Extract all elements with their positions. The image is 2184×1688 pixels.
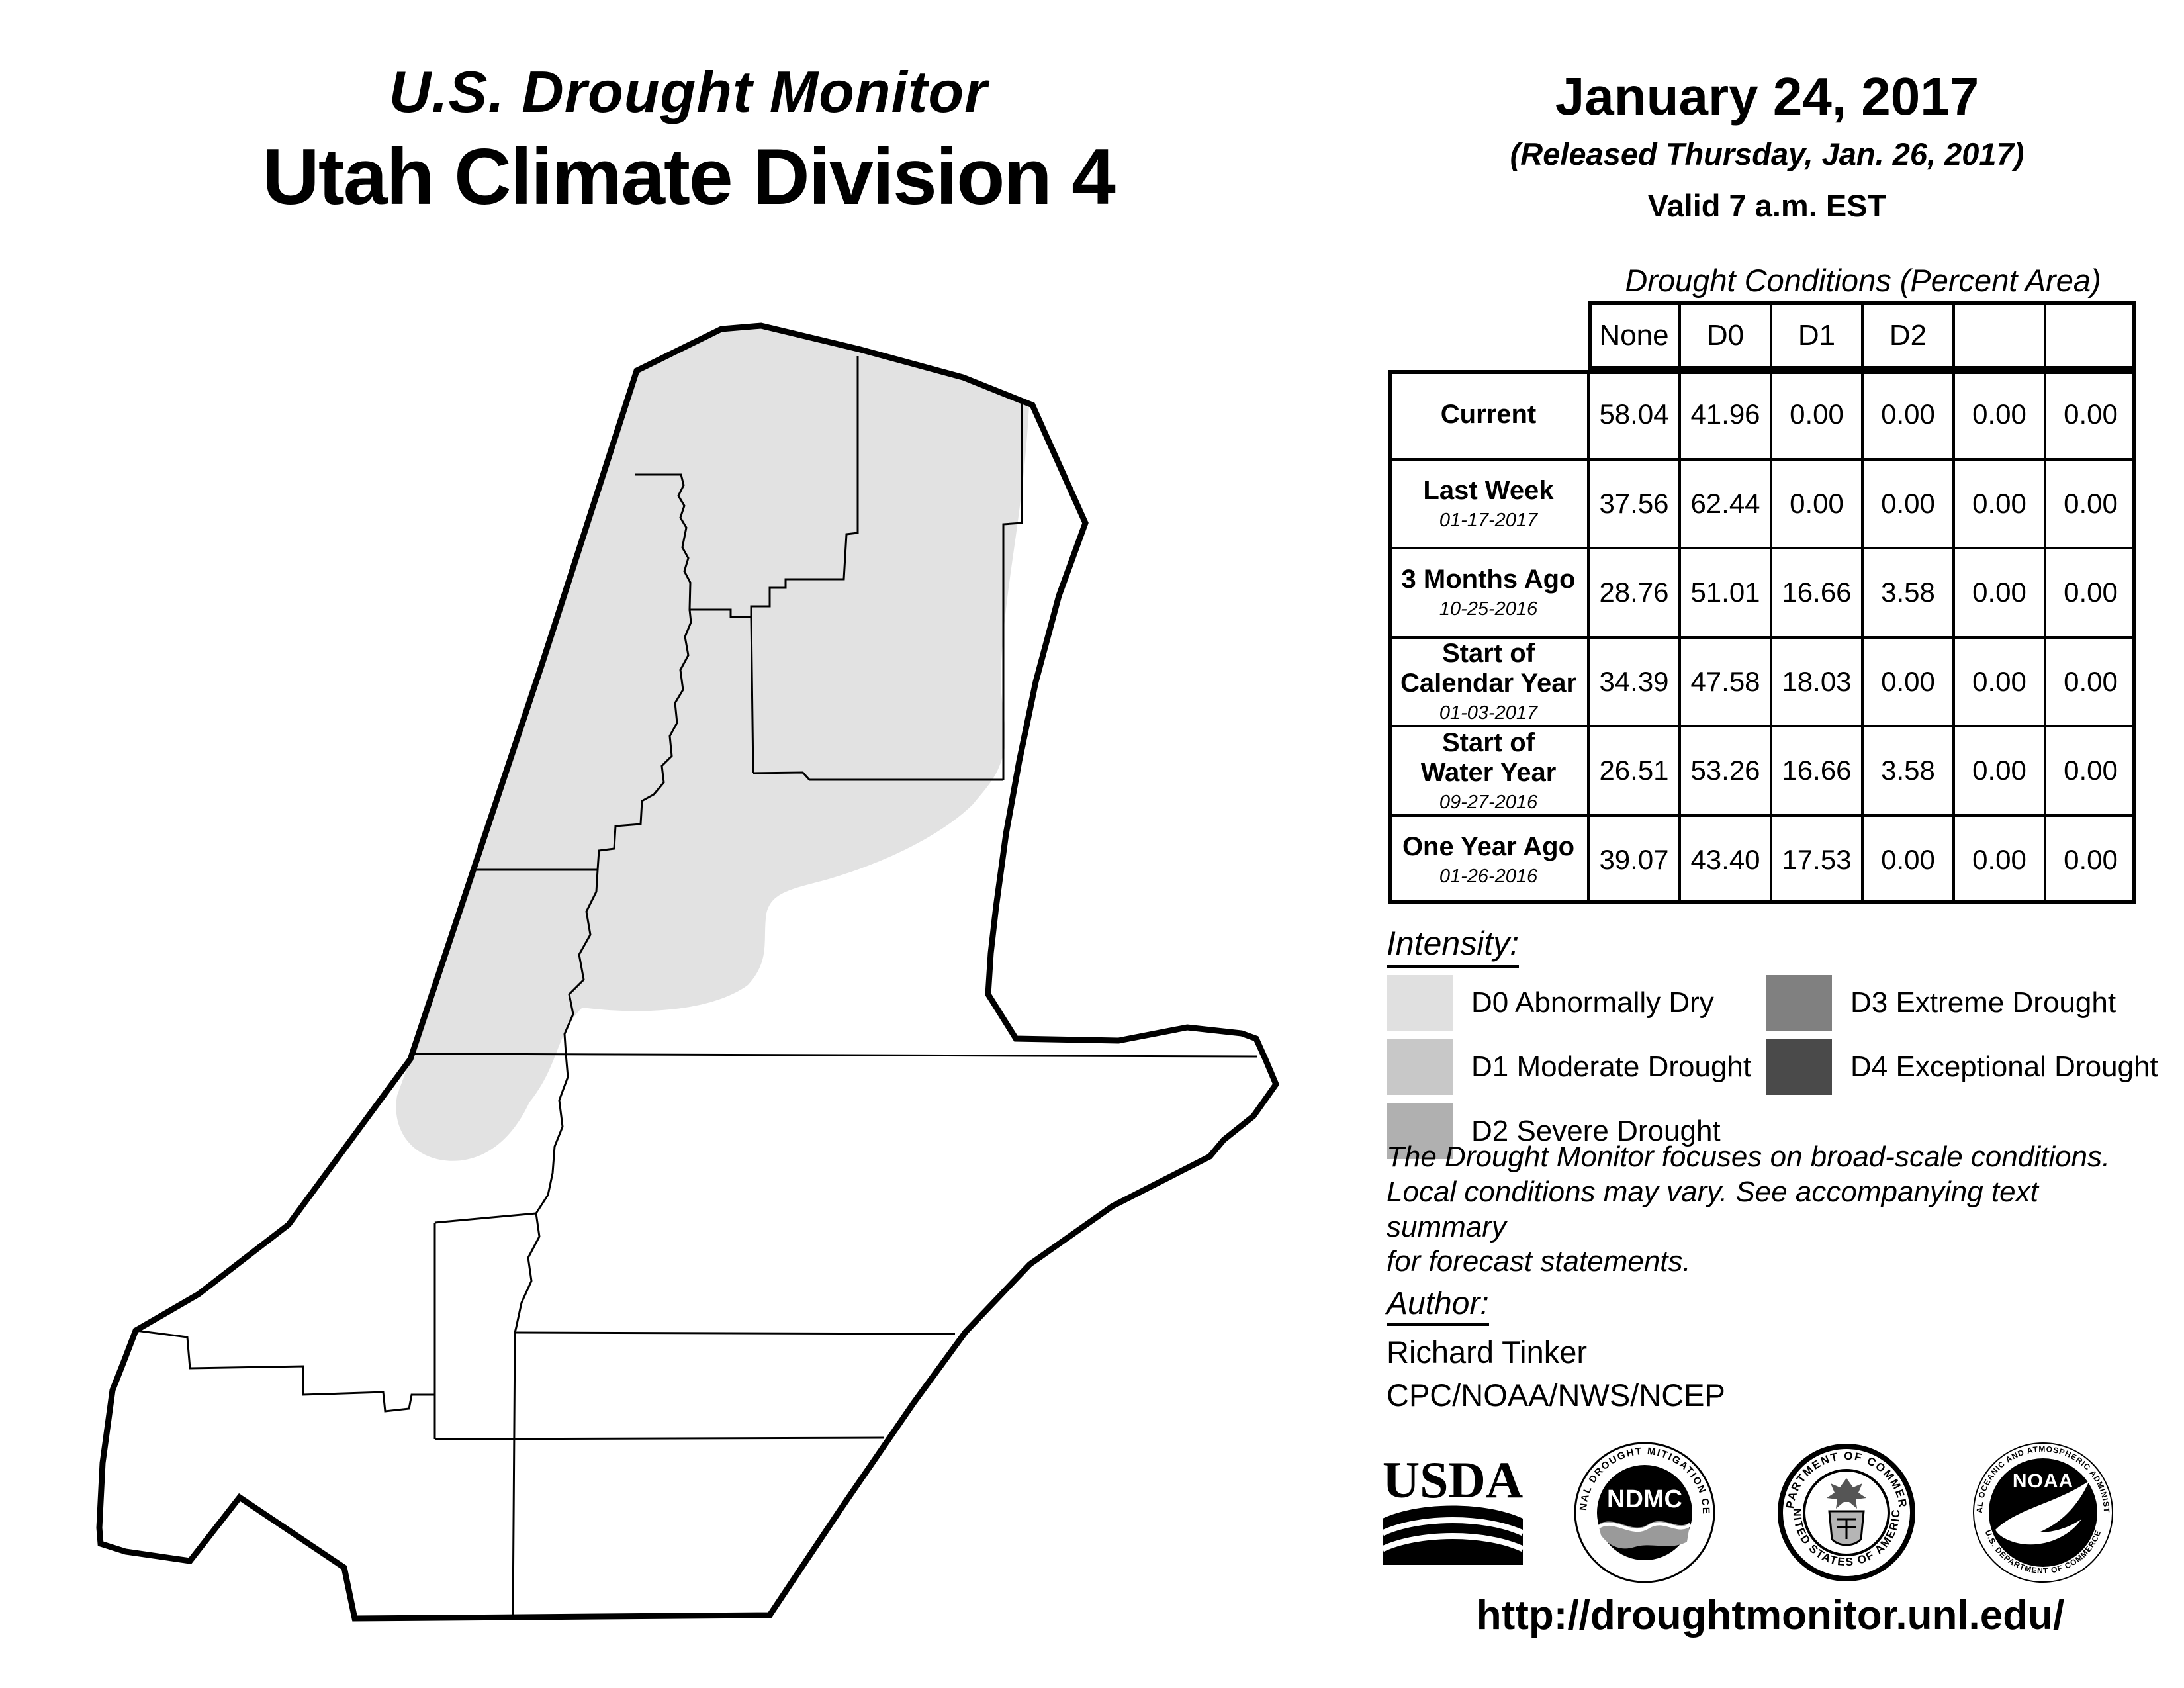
ndmc-logo-text: NDMC (1607, 1485, 1682, 1513)
value-scy-d1: 18.03 (1771, 637, 1862, 726)
value-swy-d0: 53.26 (1680, 726, 1771, 816)
value-lastweek-d2: 0.00 (1862, 459, 1954, 548)
legend-item-d2: D2 Severe Drought (1387, 1103, 1721, 1159)
valid-time: Valid 7 a.m. EST (1647, 188, 1887, 223)
author-heading: Author: (1387, 1286, 1489, 1326)
author-name: Richard Tinker (1387, 1335, 1587, 1370)
value-1yr-d2: 0.00 (1862, 815, 1954, 904)
value-current-d1: 0.00 (1771, 370, 1862, 459)
brand-title: U.S. Drought Monitor (388, 59, 988, 124)
footer-url: http://droughtmonitor.unl.edu/ (1476, 1593, 2065, 1638)
usda-swoosh-stripe-1 (1381, 1517, 1524, 1536)
value-scy-d2: 0.00 (1862, 637, 1954, 726)
drought-conditions-table: None D0 D1 D2 D3 D4 Current 58.04 41.96 … (1388, 301, 2136, 904)
map-division-boundary (96, 322, 1280, 1622)
value-scy-d3: 0.00 (1954, 637, 2045, 726)
value-swy-none: 26.51 (1588, 726, 1680, 816)
value-current-d3: 0.00 (1954, 370, 2045, 459)
col-header-none: None (1588, 301, 1680, 370)
row-label-one-year-ago: One Year Ago 01-26-2016 (1388, 815, 1588, 904)
row-label-current: Current (1388, 370, 1588, 459)
page-title: Utah Climate Division 4 (262, 132, 1116, 221)
usda-logo: USDA (1381, 1455, 1524, 1565)
value-scy-none: 34.39 (1588, 637, 1680, 726)
d0-swatch (1387, 975, 1453, 1031)
doc-shield-lines (1837, 1518, 1856, 1539)
report-date: January 24, 2017 (1555, 67, 1979, 126)
value-scy-d0: 47.58 (1680, 637, 1771, 726)
noaa-seagull (1995, 1481, 2089, 1545)
col-header-d1: D1 (1771, 301, 1862, 370)
value-1yr-d0: 43.40 (1680, 815, 1771, 904)
col-header-d0: D0 (1680, 301, 1771, 370)
noaa-logo-text: NOAA (2013, 1470, 2073, 1492)
row-label-3-months-ago: 3 Months Ago 10-25-2016 (1388, 548, 1588, 637)
noaa-logo: NATIONAL OCEANIC AND ATMOSPHERIC ADMINIS… (1973, 1442, 2113, 1583)
col-header-d4: D4 (2045, 301, 2136, 370)
value-3mo-d3: 0.00 (1954, 548, 2045, 637)
value-3mo-d4: 0.00 (2045, 548, 2136, 637)
value-3mo-d1: 16.66 (1771, 548, 1862, 637)
note-line-1: The Drought Monitor focuses on broad-sca… (1387, 1141, 2111, 1173)
value-current-d4: 0.00 (2045, 370, 2136, 459)
row-label-last-week: Last Week 01-17-2017 (1388, 459, 1588, 548)
usda-swoosh-stripe-2 (1381, 1533, 1524, 1552)
ndmc-logo: NATIONAL DROUGHT MITIGATION CENTER NDMC (1574, 1442, 1715, 1583)
legend-item-d1: D1 Moderate Drought (1387, 1039, 1751, 1095)
value-1yr-d4: 0.00 (2045, 815, 2136, 904)
value-lastweek-d1: 0.00 (1771, 459, 1862, 548)
department-of-commerce-logo: DEPARTMENT OF COMMERCE UNITED STATES OF … (1778, 1444, 1915, 1581)
value-current-d2: 0.00 (1862, 370, 1954, 459)
value-3mo-d0: 51.01 (1680, 548, 1771, 637)
value-lastweek-d4: 0.00 (2045, 459, 2136, 548)
value-swy-d3: 0.00 (1954, 726, 2045, 816)
doc-eagle (1827, 1478, 1866, 1509)
note-line-3: for forecast statements. (1387, 1245, 1691, 1278)
value-swy-d1: 16.66 (1771, 726, 1862, 816)
d3-swatch (1766, 975, 1832, 1031)
row-label-start-calendar-year: Start of Calendar Year 01-03-2017 (1388, 637, 1588, 726)
col-header-d3: D3 (1954, 301, 2045, 370)
author-org: CPC/NOAA/NWS/NCEP (1387, 1378, 1725, 1413)
value-lastweek-d3: 0.00 (1954, 459, 2045, 548)
map-county-lines (135, 356, 1257, 1616)
legend-heading: Intensity: (1387, 924, 1520, 968)
value-current-none: 58.04 (1588, 370, 1680, 459)
value-3mo-none: 28.76 (1588, 548, 1680, 637)
map-d0-shading (396, 326, 1029, 1161)
value-1yr-none: 39.07 (1588, 815, 1680, 904)
value-lastweek-d0: 62.44 (1680, 459, 1771, 548)
legend-item-d3: D3 Extreme Drought (1766, 975, 2116, 1031)
d1-swatch (1387, 1039, 1453, 1095)
legend-item-d0: D0 Abnormally Dry (1387, 975, 1714, 1031)
disclaimer-note: The Drought Monitor focuses on broad-sca… (1387, 1140, 2154, 1280)
value-1yr-d1: 17.53 (1771, 815, 1862, 904)
d2-swatch (1387, 1103, 1453, 1159)
value-current-d0: 41.96 (1680, 370, 1771, 459)
value-swy-d2: 3.58 (1862, 726, 1954, 816)
ndmc-wave-line (1597, 1522, 1692, 1532)
table-title: Drought Conditions (Percent Area) (1625, 263, 2101, 298)
note-line-2: Local conditions may vary. See accompany… (1387, 1175, 2038, 1243)
value-scy-d4: 0.00 (2045, 637, 2136, 726)
row-label-start-water-year: Start of Water Year 09-27-2016 (1388, 726, 1588, 816)
col-header-d2: D2 (1862, 301, 1954, 370)
value-3mo-d2: 3.58 (1862, 548, 1954, 637)
value-lastweek-none: 37.56 (1588, 459, 1680, 548)
table-corner-blank (1388, 301, 1588, 370)
value-swy-d4: 0.00 (2045, 726, 2136, 816)
value-1yr-d3: 0.00 (1954, 815, 2045, 904)
released-date: (Released Thursday, Jan. 26, 2017) (1510, 136, 2025, 171)
d4-swatch (1766, 1039, 1832, 1095)
usda-logo-text: USDA (1383, 1455, 1523, 1509)
legend-item-d4: D4 Exceptional Drought (1766, 1039, 2158, 1095)
